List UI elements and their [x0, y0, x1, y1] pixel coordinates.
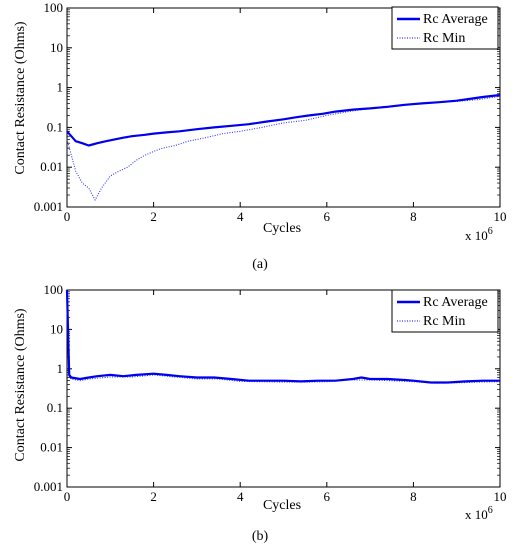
- panel-a: Contact Resistance (Ohms) 0.001 0.01 0.1 1 1…: [13, 0, 507, 272]
- y-tick-label: 0.1: [47, 400, 63, 415]
- x-tick-label: 10: [494, 209, 507, 224]
- legend-label-rc-average: Rc Average: [423, 12, 488, 27]
- y-axis-ticks: 0.001 0.01 0.1 1 10 100: [34, 0, 500, 214]
- x-tick-label: 8: [410, 489, 417, 504]
- legend-box: [391, 6, 499, 50]
- x-tick-label: 0: [64, 489, 71, 504]
- y-tick-label: 100: [44, 0, 64, 15]
- y-axis-label: Contact Resistance (Ohms): [13, 308, 28, 462]
- panel-b: Contact Resistance (Ohms) 0.001 0.01 0.1 1 1…: [13, 282, 507, 544]
- series-line-rc-min: [66, 95, 501, 201]
- x-multiplier-label: x 106: [465, 505, 493, 522]
- y-tick-label: 1: [57, 361, 64, 376]
- x-tick-label: 4: [237, 489, 244, 504]
- y-tick-label: 0.1: [47, 119, 63, 134]
- x-tick-label: 2: [150, 209, 157, 224]
- series-layer: [66, 93, 501, 201]
- legend-label-rc-average: Rc Average: [423, 295, 488, 310]
- x-tick-label: 0: [64, 209, 71, 224]
- panel-caption: (a): [252, 257, 268, 272]
- y-tick-label: 100: [44, 282, 64, 297]
- legend-box: [391, 289, 499, 333]
- x-axis-ticks: 0 2 4 6 8 10: [64, 290, 507, 504]
- x-axis-ticks: 0 2 4 6 8 10: [64, 8, 507, 224]
- legend-label-rc-min: Rc Min: [423, 31, 465, 46]
- y-tick-label: 0.01: [40, 159, 63, 174]
- y-tick-label: 10: [50, 40, 63, 55]
- panel-caption: (b): [252, 529, 269, 544]
- series-layer: [65, 289, 501, 384]
- legend-label-rc-min: Rc Min: [423, 314, 465, 329]
- y-tick-label: 1: [57, 80, 64, 95]
- x-tick-label: 8: [410, 209, 417, 224]
- y-tick-label: 0.001: [34, 479, 63, 494]
- series-line-rc-average: [66, 93, 501, 147]
- x-axis-label: Cycles: [263, 498, 301, 513]
- plot-area-frame: [66, 7, 501, 208]
- y-tick-label: 10: [50, 321, 63, 336]
- legend: Rc Average Rc Min: [391, 6, 499, 50]
- x-tick-label: 6: [324, 209, 331, 224]
- x-multiplier-label: x 106: [465, 226, 493, 243]
- x-axis-label: Cycles: [263, 221, 301, 236]
- x-tick-label: 4: [237, 209, 244, 224]
- y-tick-label: 0.001: [34, 199, 63, 214]
- x-tick-label: 2: [150, 489, 157, 504]
- plot-area-frame: [66, 289, 501, 488]
- y-tick-label: 0.01: [40, 440, 63, 455]
- x-tick-label: 10: [494, 489, 507, 504]
- x-tick-label: 6: [324, 489, 331, 504]
- y-axis-label: Contact Resistance (Ohms): [13, 21, 28, 175]
- series-line-rc-average: [65, 289, 500, 384]
- legend: Rc Average Rc Min: [391, 289, 499, 333]
